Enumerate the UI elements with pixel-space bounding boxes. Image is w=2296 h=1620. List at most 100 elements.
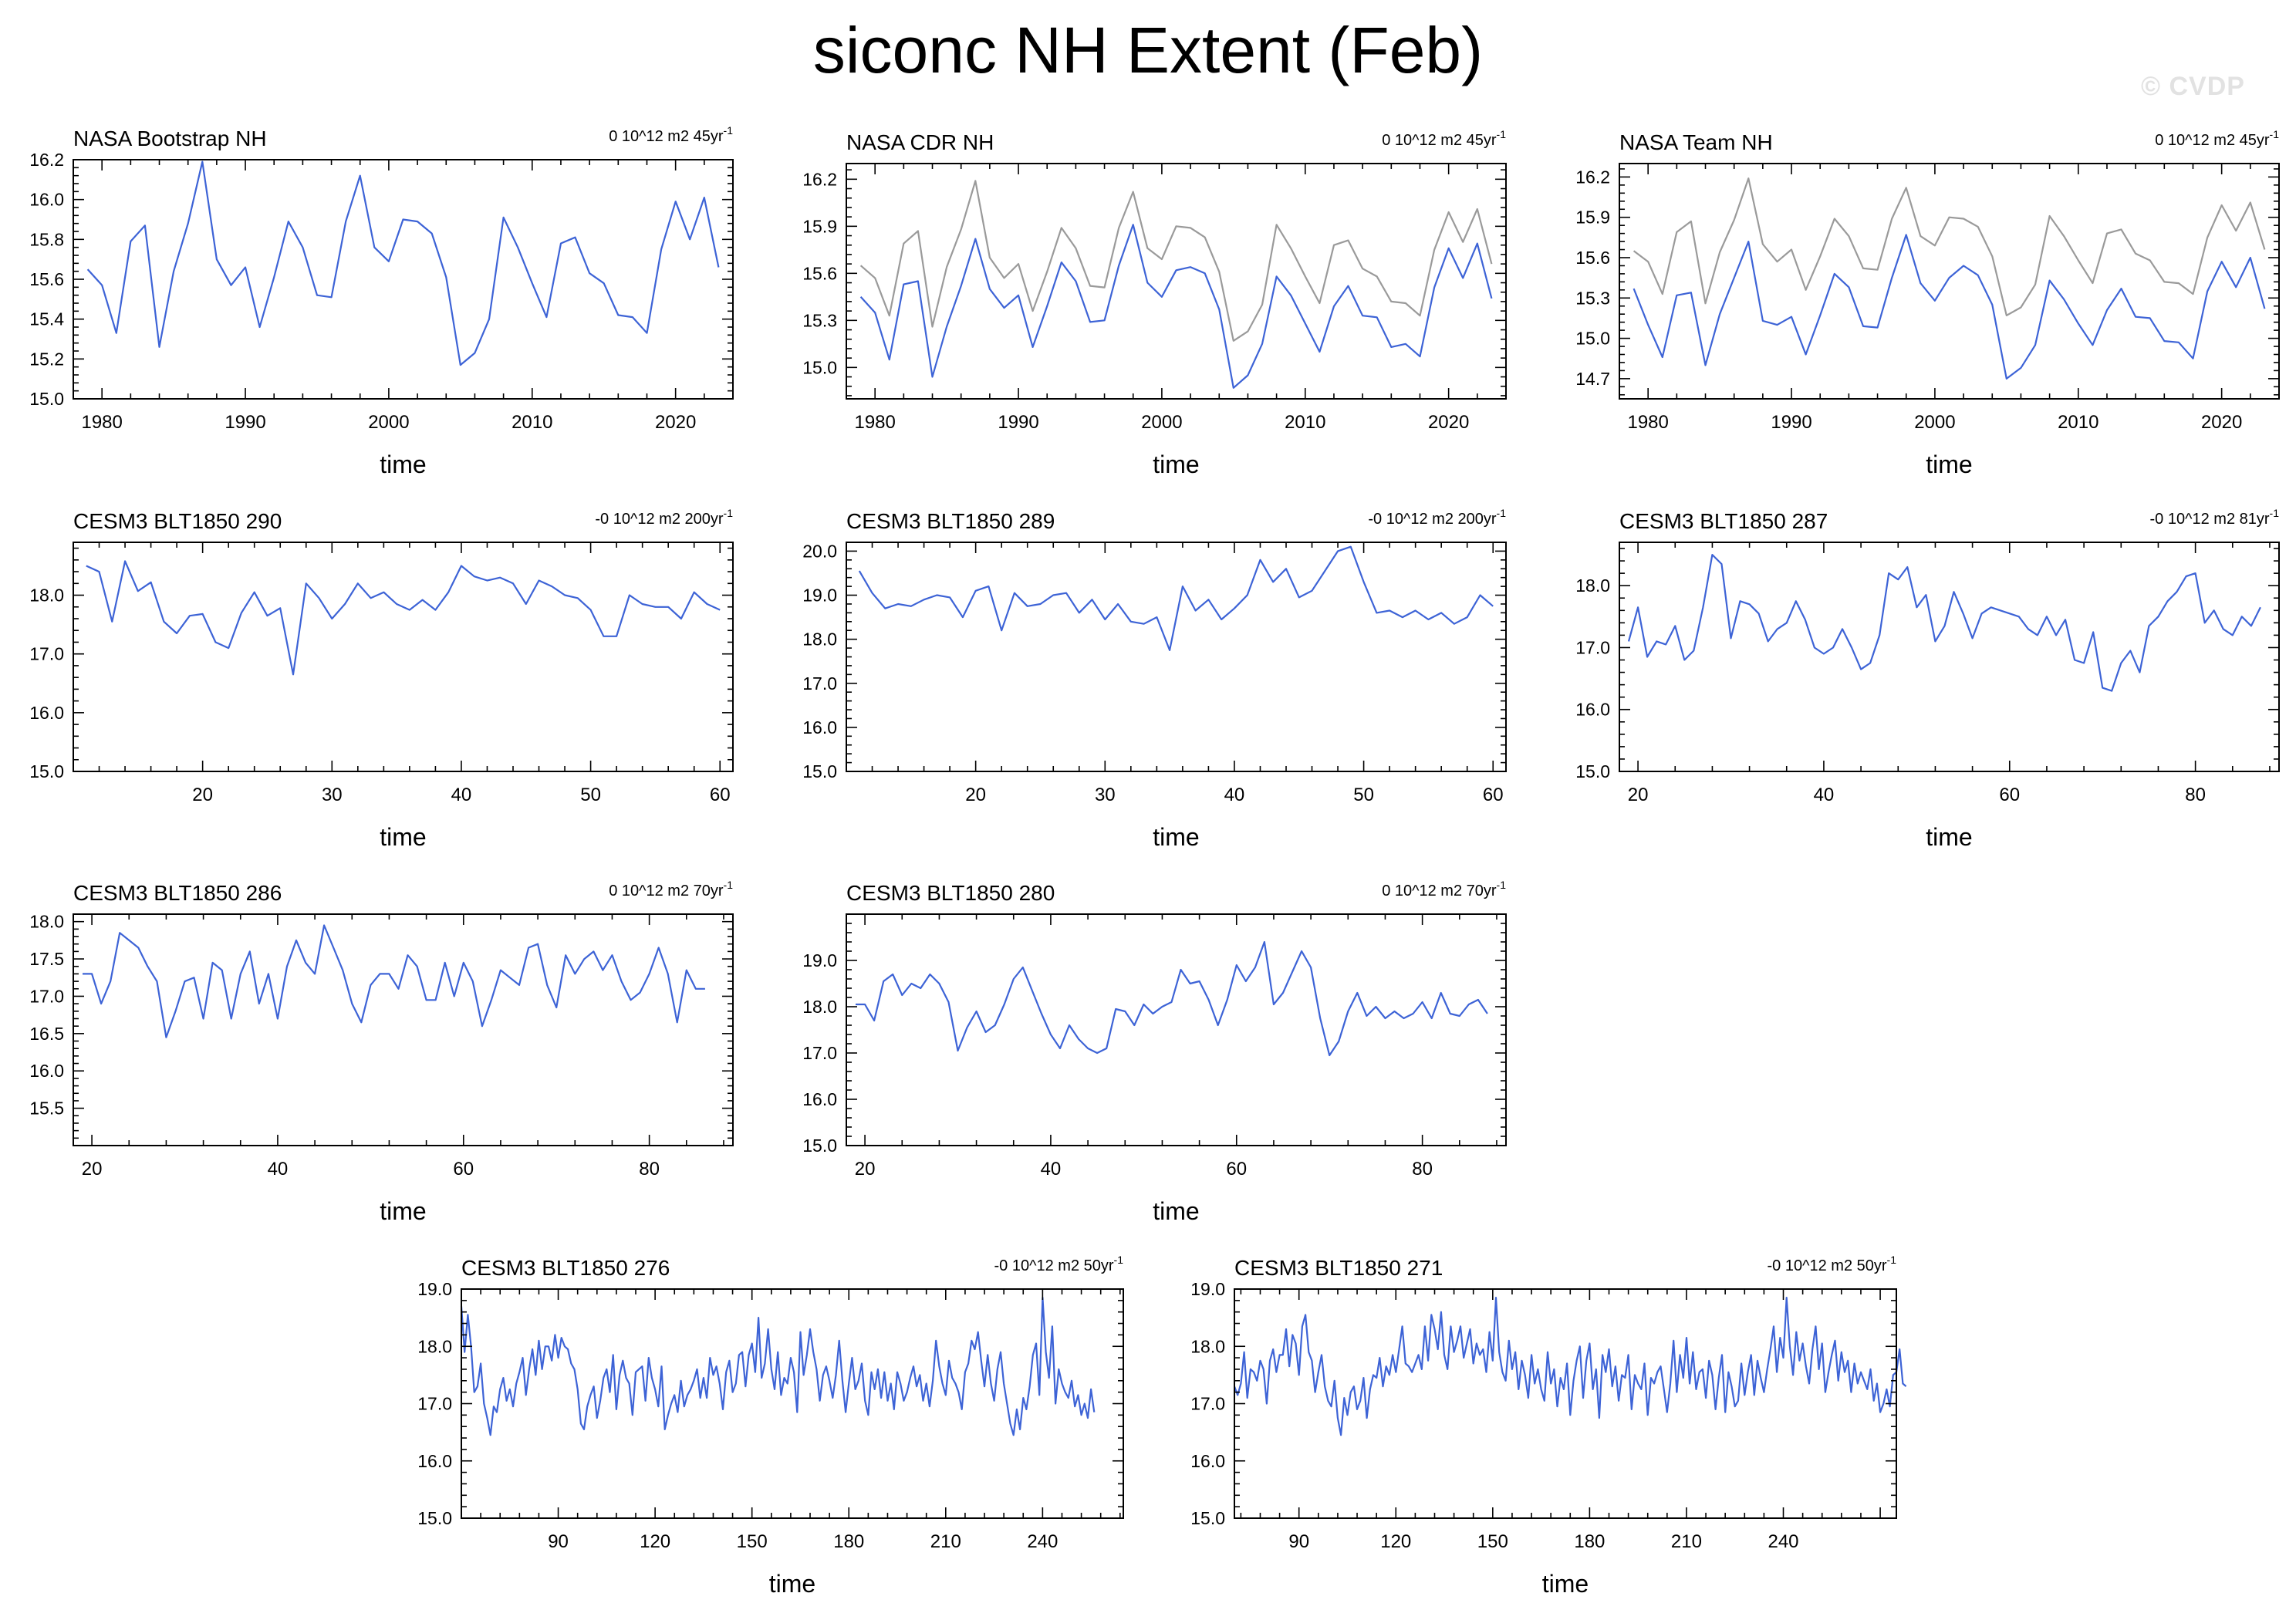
y-tick-label: 19.0 xyxy=(802,950,837,970)
x-tick-label: 1990 xyxy=(998,412,1038,433)
cvdp-watermark: © CVDP xyxy=(2141,72,2245,101)
x-tick-label: 2020 xyxy=(655,412,696,433)
x-tick-label: 1980 xyxy=(1627,412,1668,433)
x-tick-label: 240 xyxy=(1768,1531,1798,1552)
panel-title: CESM3 BLT1850 276 xyxy=(461,1256,670,1280)
x-tick-label: 2000 xyxy=(368,412,409,433)
y-tick-label: 18.0 xyxy=(417,1336,452,1356)
series-line xyxy=(1633,234,2266,380)
trend-label: -0 10^12 m2 81yr-1 xyxy=(2150,507,2280,528)
y-tick-label: 15.6 xyxy=(802,263,837,283)
y-tick-label: 15.9 xyxy=(802,216,837,236)
x-tick-label: 90 xyxy=(1288,1531,1309,1552)
x-tick-label: 120 xyxy=(1380,1531,1411,1552)
x-tick-label: 50 xyxy=(580,785,601,805)
y-tick-label: 15.5 xyxy=(29,1099,64,1119)
x-tick-label: 2010 xyxy=(2058,412,2098,433)
y-tick-label: 16.0 xyxy=(802,1089,837,1109)
trend-label: -0 10^12 m2 200yr-1 xyxy=(595,507,733,528)
x-axis-label: time xyxy=(380,1197,426,1225)
panel-title: CESM3 BLT1850 286 xyxy=(73,881,282,905)
panel-3: 1980 1990 2000 2010 2020 14.7 15.0 15.3 15.6 15.9… xyxy=(1575,128,2280,478)
y-tick-label: 15.0 xyxy=(802,761,837,781)
plot-frame xyxy=(73,542,734,772)
y-tick-label: 19.0 xyxy=(1190,1279,1225,1299)
panel-10: 90 120 150 180 210 240 15.0 16.0 17.0 18.0 19.0 CES… xyxy=(1190,1254,1907,1598)
x-tick-label: 80 xyxy=(639,1159,660,1180)
x-tick-label: 20 xyxy=(965,785,986,805)
x-tick-label: 2010 xyxy=(1285,412,1325,433)
x-tick-label: 210 xyxy=(930,1531,961,1552)
y-tick-label: 16.0 xyxy=(29,703,64,723)
y-tick-label: 16.0 xyxy=(417,1451,452,1471)
x-tick-label: 2000 xyxy=(1914,412,1955,433)
x-tick-label: 2020 xyxy=(2201,412,2242,433)
x-tick-label: 80 xyxy=(2185,785,2206,805)
x-axis-label: time xyxy=(1926,451,1972,478)
x-tick-label: 60 xyxy=(1226,1159,1247,1180)
series-line xyxy=(1627,553,2261,692)
y-tick-label: 16.2 xyxy=(1575,167,1610,187)
y-tick-label: 15.0 xyxy=(417,1508,452,1528)
x-tick-label: 40 xyxy=(1041,1159,1062,1180)
x-tick-label: 40 xyxy=(1814,785,1835,805)
series-line-reference xyxy=(1633,177,2266,316)
x-tick-label: 240 xyxy=(1027,1531,1058,1552)
trend-label: 0 10^12 m2 70yr-1 xyxy=(1382,879,1506,899)
x-tick-label: 1990 xyxy=(225,412,265,433)
trend-label: 0 10^12 m2 45yr-1 xyxy=(609,124,733,145)
panel-title: NASA CDR NH xyxy=(846,130,994,154)
x-tick-label: 150 xyxy=(737,1531,768,1552)
y-tick-label: 15.6 xyxy=(1575,248,1610,268)
panel-5: 20 30 40 50 60 15.0 16.0 17.0 18.0 19.0 20.0 CESM3 … xyxy=(802,507,1507,851)
panel-1: 1980 1990 2000 2010 2020 15.0 15.2 15.4 15.6 15.8… xyxy=(29,124,734,478)
y-tick-label: 15.2 xyxy=(29,349,64,369)
y-tick-label: 15.0 xyxy=(802,1136,837,1156)
y-tick-label: 17.0 xyxy=(29,644,64,664)
y-tick-label: 18.0 xyxy=(29,586,64,606)
trend-label: -0 10^12 m2 50yr-1 xyxy=(994,1254,1124,1274)
y-tick-label: 18.0 xyxy=(29,912,64,932)
panel-9: 90 120 150 180 210 240 15.0 16.0 17.0 18.0 19.0 CES… xyxy=(417,1254,1124,1598)
x-axis-label: time xyxy=(1153,1197,1199,1225)
y-tick-label: 16.2 xyxy=(802,169,837,189)
panel-6: 20 40 60 80 15.0 16.0 17.0 18.0 CESM3 BLT1850 28… xyxy=(1575,507,2280,851)
series-line xyxy=(856,940,1488,1057)
y-tick-label: 17.0 xyxy=(417,1394,452,1414)
series-line xyxy=(1233,1296,1907,1436)
panel-title: CESM3 BLT1850 280 xyxy=(846,881,1055,905)
x-tick-label: 50 xyxy=(1353,785,1374,805)
series-line-reference xyxy=(859,180,1493,342)
trend-label: 0 10^12 m2 70yr-1 xyxy=(609,879,733,899)
x-tick-label: 40 xyxy=(451,785,472,805)
x-tick-label: 2000 xyxy=(1141,412,1182,433)
x-tick-label: 60 xyxy=(1483,785,1504,805)
x-tick-label: 20 xyxy=(855,1159,876,1180)
panel-title: CESM3 BLT1850 290 xyxy=(73,509,282,533)
x-tick-label: 2010 xyxy=(512,412,552,433)
x-tick-label: 60 xyxy=(710,785,731,805)
x-tick-label: 1980 xyxy=(854,412,895,433)
panel-title: CESM3 BLT1850 287 xyxy=(1619,509,1828,533)
y-tick-label: 15.0 xyxy=(1575,329,1610,349)
x-tick-label: 30 xyxy=(322,785,343,805)
series-line xyxy=(859,224,1493,389)
x-tick-label: 20 xyxy=(82,1159,103,1180)
plot-frame xyxy=(1619,163,2280,400)
panel-8: 20 40 60 80 15.0 16.0 17.0 18.0 19.0 CESM3 BLT185… xyxy=(802,879,1507,1225)
plot-frame xyxy=(1619,542,2280,772)
y-tick-label: 18.0 xyxy=(802,997,837,1017)
plot-frame xyxy=(846,913,1507,1146)
y-tick-label: 15.0 xyxy=(802,357,837,377)
x-tick-label: 180 xyxy=(1574,1531,1605,1552)
x-tick-label: 20 xyxy=(1628,785,1649,805)
trend-label: 0 10^12 m2 45yr-1 xyxy=(2155,128,2279,149)
y-tick-label: 17.5 xyxy=(29,949,64,969)
y-tick-label: 15.0 xyxy=(1575,761,1610,781)
series-line xyxy=(86,560,721,676)
x-tick-label: 60 xyxy=(1999,785,2020,805)
y-tick-label: 18.0 xyxy=(1190,1336,1225,1356)
x-tick-label: 40 xyxy=(1224,785,1245,805)
y-tick-label: 16.0 xyxy=(1190,1451,1225,1471)
panel-7: 20 40 60 80 15.5 16.0 16.5 17.0 17.5 18.0 CESM3 BL… xyxy=(29,879,734,1225)
